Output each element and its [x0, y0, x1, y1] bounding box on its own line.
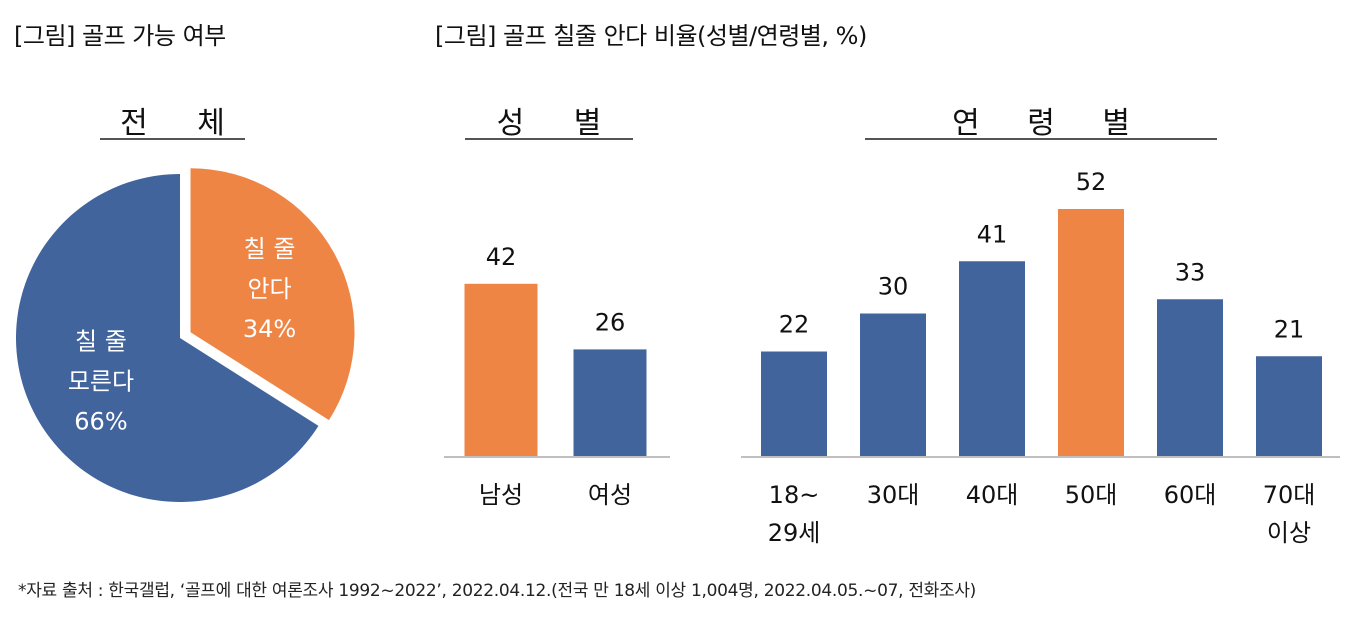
gender-bar-0 [464, 283, 538, 456]
header-age: 연 령 별 [952, 106, 1130, 141]
pie-label-0-2: 34% [243, 315, 296, 343]
gender-bar-1 [573, 349, 647, 456]
right-figure-title: [그림] 골프 칠줄 안다 비율(성별/연령별, %) [435, 22, 867, 50]
header-total: 전 체 [120, 106, 225, 141]
age-category-0-1: 29세 [768, 519, 821, 547]
gender-value-0: 42 [486, 243, 517, 271]
age-bar-1 [860, 313, 926, 456]
age-bar-2 [959, 261, 1025, 456]
pie-label-1-1: 모른다 [68, 367, 134, 395]
age-bar-0 [761, 351, 827, 456]
pie-label-1-2: 66% [74, 407, 127, 435]
age-bar-3 [1058, 209, 1124, 456]
age-category-5-0: 70대 [1263, 481, 1316, 509]
age-category-1-0: 30대 [867, 481, 920, 509]
age-value-4: 33 [1175, 258, 1206, 286]
age-category-0-0: 18~ [769, 481, 820, 509]
pie-label-0-0: 칠 줄 [244, 235, 296, 263]
header-age-underline [865, 138, 1217, 140]
age-category-3-0: 50대 [1065, 481, 1118, 509]
age-value-2: 41 [977, 220, 1008, 248]
age-value-5: 21 [1274, 315, 1305, 343]
source-note: *자료 출처 : 한국갤럽, ‘골프에 대한 여론조사 1992~2022’, … [18, 581, 977, 601]
age-category-2-0: 40대 [966, 481, 1019, 509]
age-bar-4 [1157, 299, 1223, 456]
age-bar-5 [1256, 356, 1322, 456]
age-value-0: 22 [779, 311, 810, 339]
age-value-3: 52 [1076, 168, 1107, 196]
header-gender: 성 별 [496, 106, 602, 141]
pie-label-1-0: 칠 줄 [75, 327, 127, 355]
gender-value-1: 26 [595, 308, 626, 336]
pie-label-0-1: 안다 [247, 275, 291, 303]
gender-category-0-0: 남성 [479, 481, 523, 509]
gender-category-1-0: 여성 [588, 481, 632, 509]
age-value-1: 30 [878, 273, 909, 301]
header-total-underline [100, 138, 245, 140]
header-gender-underline [465, 138, 633, 140]
age-category-4-0: 60대 [1164, 481, 1217, 509]
pie-slice-0 [190, 168, 355, 421]
left-figure-title: [그림] 골프 가능 여부 [14, 22, 226, 50]
pie-slice-1 [15, 174, 319, 502]
age-category-5-1: 이상 [1267, 519, 1311, 547]
